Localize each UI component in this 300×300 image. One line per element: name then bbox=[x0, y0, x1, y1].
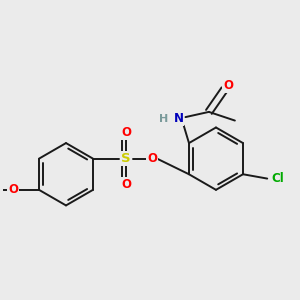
Text: O: O bbox=[8, 183, 18, 196]
Text: Cl: Cl bbox=[271, 172, 284, 185]
Text: N: N bbox=[174, 112, 184, 125]
Text: O: O bbox=[147, 152, 157, 165]
Text: O: O bbox=[121, 126, 131, 139]
Text: S: S bbox=[121, 152, 131, 165]
Text: O: O bbox=[223, 80, 233, 92]
Text: O: O bbox=[121, 178, 131, 191]
Text: H: H bbox=[159, 114, 169, 124]
